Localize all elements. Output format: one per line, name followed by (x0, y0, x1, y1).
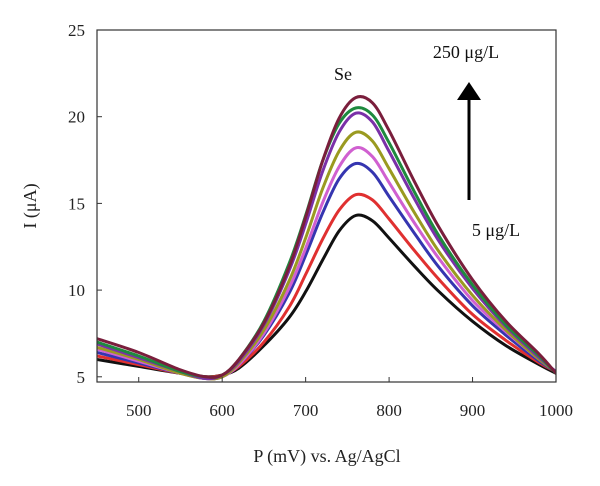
y-tick-label: 25 (68, 21, 85, 40)
series-line-8 (97, 95, 556, 379)
series-layer (97, 95, 556, 381)
y-axis-ticks: 5 10 15 20 25 (68, 21, 102, 387)
y-tick-label: 15 (68, 194, 85, 213)
high-concentration-label: 250 μg/L (433, 42, 499, 62)
y-tick-label: 20 (68, 108, 85, 127)
x-tick-label: 1000 (539, 401, 573, 420)
y-tick-label: 10 (68, 281, 85, 300)
peak-label: Se (334, 64, 352, 84)
x-tick-label: 900 (460, 401, 486, 420)
low-concentration-label: 5 μg/L (472, 220, 520, 240)
y-axis-label: I (μA) (20, 183, 41, 228)
series-line-6 (97, 111, 556, 381)
increase-arrow-head (457, 82, 481, 100)
x-tick-label: 600 (209, 401, 235, 420)
x-tick-label: 700 (293, 401, 319, 420)
plot-frame (96, 29, 557, 383)
x-tick-label: 800 (376, 401, 402, 420)
x-axis-ticks: 500 600 700 800 900 1000 (126, 377, 573, 420)
y-tick-label: 5 (77, 368, 86, 387)
x-axis-label: P (mV) vs. Ag/AgCl (253, 446, 400, 467)
x-tick-label: 500 (126, 401, 152, 420)
